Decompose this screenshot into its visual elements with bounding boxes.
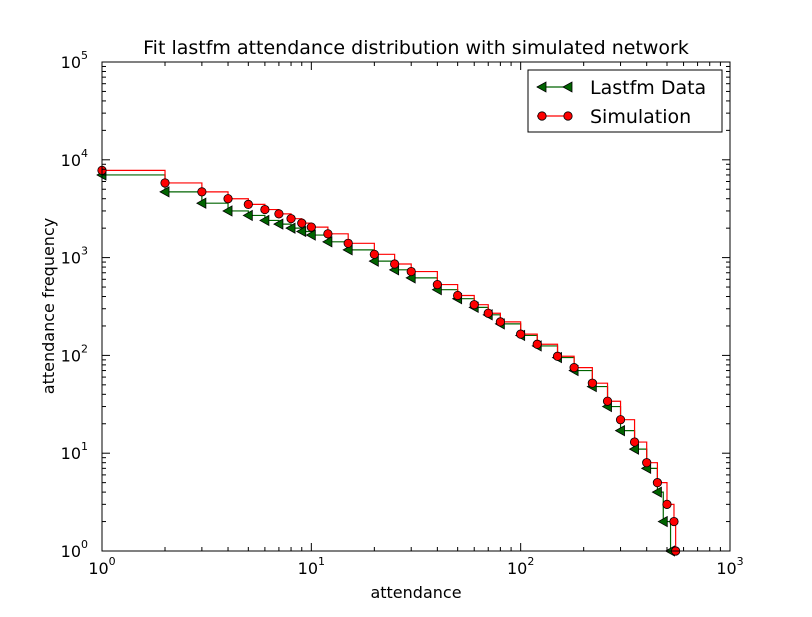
data-point (369, 249, 379, 259)
data-point (259, 214, 270, 227)
y-tick-label: 102 (61, 342, 88, 365)
data-point (243, 199, 253, 209)
data-point (160, 178, 170, 188)
data-point (495, 317, 505, 327)
data-point (483, 308, 493, 318)
data-point (469, 300, 479, 310)
y-tick-label: 101 (61, 440, 88, 463)
data-point (222, 205, 233, 217)
data-point (322, 236, 333, 248)
x-tick-label: 103 (716, 555, 743, 578)
legend-marker (537, 111, 547, 121)
data-point (532, 339, 542, 349)
data-point (297, 218, 307, 228)
legend-box (527, 69, 723, 133)
data-point (602, 396, 613, 406)
y-tick-label: 100 (61, 538, 88, 561)
data-point (628, 443, 639, 455)
data-point (669, 516, 679, 527)
data-point (453, 290, 463, 301)
legend-entry: Lastfm Data (536, 77, 706, 99)
legend-label: Lastfm Data (590, 77, 706, 99)
x-tick-label: 101 (298, 555, 325, 578)
axes-layer (101, 61, 731, 552)
legend-entry: Simulation (537, 106, 691, 128)
y-tick-label: 104 (61, 147, 88, 170)
data-point (629, 437, 640, 447)
data-point (343, 238, 353, 248)
legend-marker (536, 81, 547, 93)
data-point (286, 214, 296, 224)
y-tick-label: 103 (61, 245, 88, 268)
data-point (159, 186, 170, 198)
data-point (260, 204, 270, 215)
y-tick-label: 105 (61, 49, 88, 72)
data-point (197, 187, 207, 197)
data-point (652, 478, 663, 488)
data-point (614, 424, 625, 437)
data-point (196, 197, 207, 209)
y-ticks: 100 101 102 103 104 105 (61, 49, 730, 561)
series-1 (97, 165, 681, 556)
data-point (406, 266, 416, 277)
legend-label: Simulation (590, 106, 691, 128)
x-axis-label: attendance (370, 583, 461, 602)
data-point (516, 329, 526, 339)
data-point (642, 458, 652, 468)
x-tick-label: 100 (88, 555, 115, 578)
data-point (615, 415, 626, 425)
data-point (273, 218, 284, 230)
data-point (323, 229, 333, 239)
data-point (223, 194, 233, 204)
data-point (552, 351, 563, 361)
legend: Lastfm Data Simulation (527, 69, 723, 133)
x-ticks: 100 101 102 103 (88, 62, 744, 578)
data-point (305, 229, 316, 241)
chart-title: Fit lastfm attendance distribution with … (143, 37, 689, 59)
data-point (651, 486, 662, 498)
data-point (242, 209, 253, 222)
data-point (306, 222, 316, 232)
data-point (432, 279, 442, 290)
legend-marker (563, 111, 573, 121)
data-point (295, 225, 307, 238)
data-point (569, 363, 579, 373)
legend-marker (562, 81, 573, 93)
y-axis-label: attendance frequency (39, 218, 58, 394)
x-tick-label: 102 (507, 555, 534, 578)
data-point (657, 515, 668, 528)
data-point (274, 209, 284, 219)
data-point (390, 259, 400, 269)
series-layer (96, 165, 681, 557)
data-point (662, 499, 672, 509)
plot-frame (101, 61, 731, 552)
data-point (285, 222, 296, 234)
data-point (587, 378, 597, 388)
